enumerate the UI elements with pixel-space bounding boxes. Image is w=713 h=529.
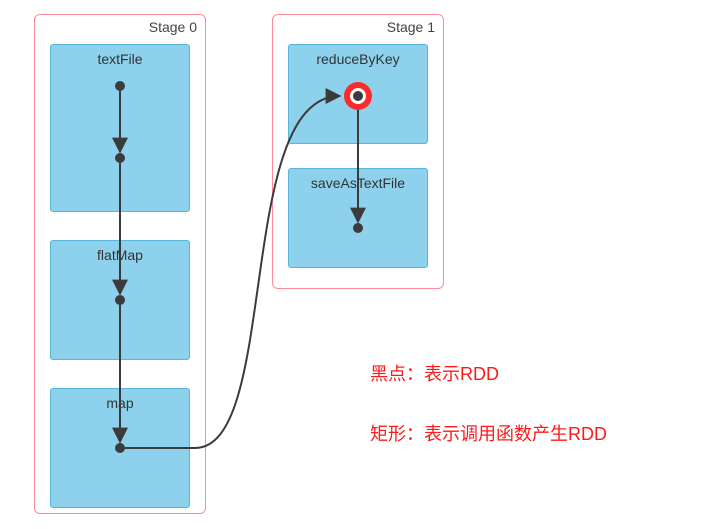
op-box-flatMap: flatMap <box>50 240 190 360</box>
stage-title: Stage 1 <box>387 19 435 35</box>
annotation-text: 黑点：表示RDD <box>370 360 499 386</box>
op-box-map: map <box>50 388 190 508</box>
op-label: reduceByKey <box>289 51 427 67</box>
op-box-reduceByKey: reduceByKey <box>288 44 428 144</box>
op-box-textFile: textFile <box>50 44 190 212</box>
op-box-saveAsTextFile: saveAsTextFile <box>288 168 428 268</box>
stage-title: Stage 0 <box>149 19 197 35</box>
annotation-text: 矩形：表示调用函数产生RDD <box>370 420 607 446</box>
op-label: textFile <box>51 51 189 67</box>
op-label: saveAsTextFile <box>289 175 427 191</box>
op-label: flatMap <box>51 247 189 263</box>
op-label: map <box>51 395 189 411</box>
